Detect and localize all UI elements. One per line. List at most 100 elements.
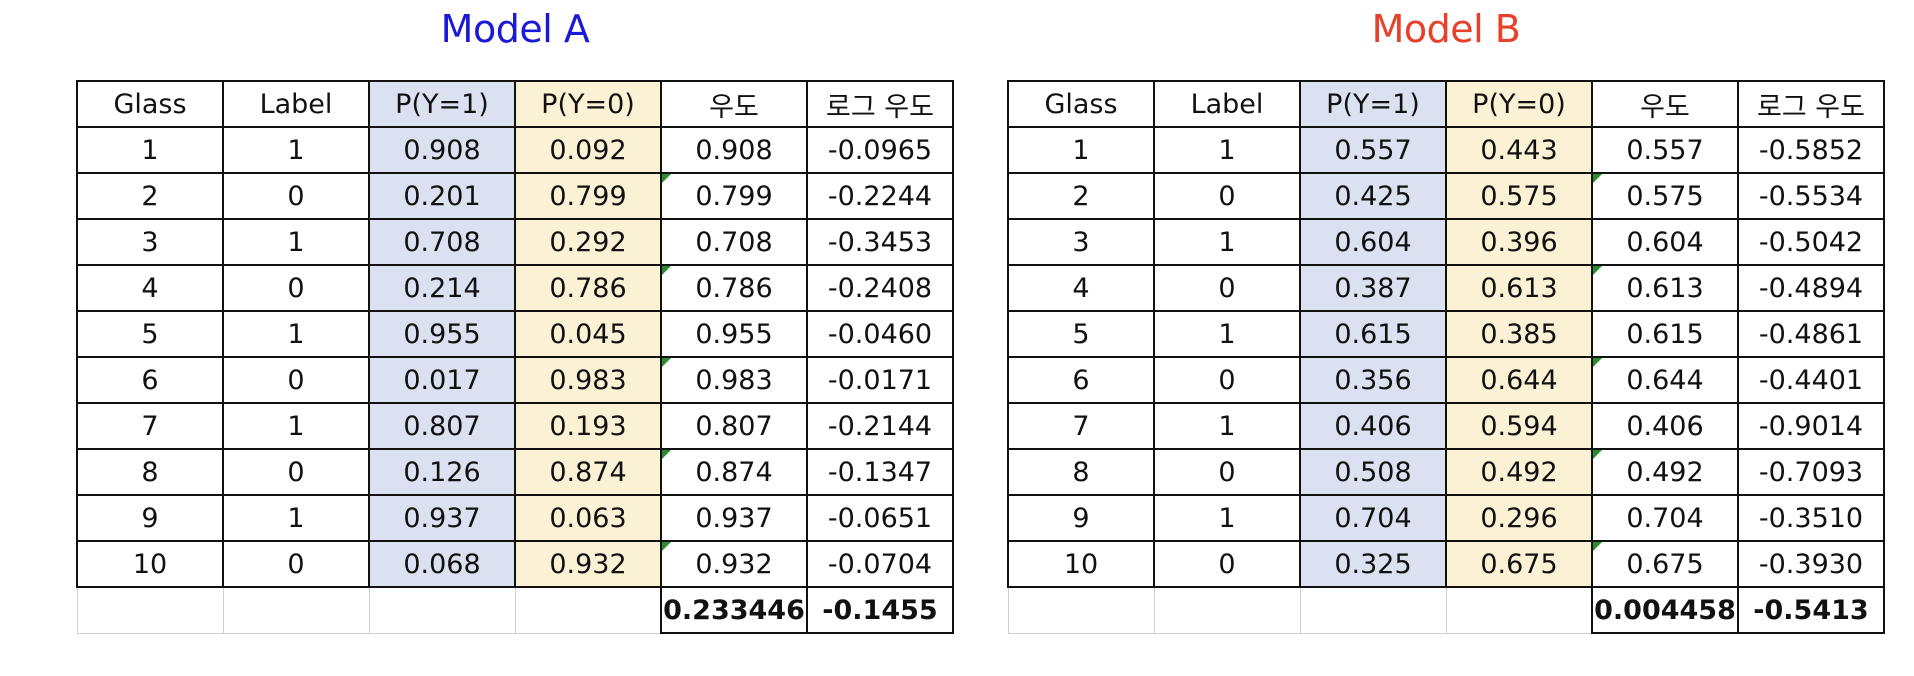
table-row: 3 1 0.708 0.292 0.708 -0.3453 — [76, 218, 954, 266]
cell-likelihood: 0.955 — [660, 310, 808, 358]
table-row: 2 0 0.201 0.799 0.799 -0.2244 — [76, 172, 954, 220]
cell-glass: 4 — [76, 264, 224, 312]
cell-log-likelihood: -0.4861 — [1737, 310, 1885, 358]
empty-cell — [368, 586, 516, 634]
summary-row: 0.233446 -0.1455 — [76, 586, 954, 634]
cell-glass: 8 — [1007, 448, 1155, 496]
empty-cell — [1299, 586, 1447, 634]
cell-glass: 9 — [76, 494, 224, 542]
table-row: 1 1 0.908 0.092 0.908 -0.0965 — [76, 126, 954, 174]
cell-log-likelihood: -0.0460 — [806, 310, 954, 358]
cell-p-y0: 0.092 — [514, 126, 662, 174]
table-row: 9 1 0.704 0.296 0.704 -0.3510 — [1007, 494, 1885, 542]
empty-cell — [514, 586, 662, 634]
cell-label: 1 — [222, 126, 370, 174]
cell-label: 0 — [1153, 540, 1301, 588]
cell-likelihood: 0.613 — [1591, 264, 1739, 312]
cell-p-y1: 0.508 — [1299, 448, 1447, 496]
cell-glass: 6 — [1007, 356, 1155, 404]
cell-likelihood: 0.406 — [1591, 402, 1739, 450]
header-row: Glass Label P(Y=1) P(Y=0) 우도 로그 우도 — [1007, 80, 1885, 128]
cell-likelihood: 0.908 — [660, 126, 808, 174]
cell-likelihood: 0.575 — [1591, 172, 1739, 220]
cell-p-y0: 0.799 — [514, 172, 662, 220]
cell-glass: 5 — [76, 310, 224, 358]
log-likelihood-average: -0.5413 — [1737, 586, 1885, 634]
cell-p-y0: 0.063 — [514, 494, 662, 542]
cell-p-y0: 0.396 — [1445, 218, 1593, 266]
cell-label: 0 — [222, 540, 370, 588]
cell-p-y0: 0.644 — [1445, 356, 1593, 404]
cell-likelihood: 0.708 — [660, 218, 808, 266]
cell-p-y1: 0.201 — [368, 172, 516, 220]
cell-glass: 4 — [1007, 264, 1155, 312]
cell-p-y0: 0.296 — [1445, 494, 1593, 542]
empty-cell — [1445, 586, 1593, 634]
cell-p-y1: 0.955 — [368, 310, 516, 358]
cell-likelihood: 0.675 — [1591, 540, 1739, 588]
cell-likelihood: 0.704 — [1591, 494, 1739, 542]
cell-label: 1 — [222, 310, 370, 358]
cell-p-y1: 0.604 — [1299, 218, 1447, 266]
cell-log-likelihood: -0.0965 — [806, 126, 954, 174]
cell-log-likelihood: -0.1347 — [806, 448, 954, 496]
cell-glass: 7 — [76, 402, 224, 450]
likelihood-total: 0.004458 — [1591, 586, 1739, 634]
cell-likelihood: 0.492 — [1591, 448, 1739, 496]
cell-glass: 7 — [1007, 402, 1155, 450]
cell-glass: 1 — [1007, 126, 1155, 174]
cell-likelihood: 0.644 — [1591, 356, 1739, 404]
cell-log-likelihood: -0.0651 — [806, 494, 954, 542]
cell-glass: 2 — [76, 172, 224, 220]
cell-label: 0 — [1153, 172, 1301, 220]
table-row: 5 1 0.615 0.385 0.615 -0.4861 — [1007, 310, 1885, 358]
column-header-glass: Glass — [1007, 80, 1155, 128]
cell-p-y1: 0.017 — [368, 356, 516, 404]
cell-label: 0 — [1153, 448, 1301, 496]
column-header-likelihood: 우도 — [1591, 80, 1739, 128]
cell-p-y0: 0.613 — [1445, 264, 1593, 312]
cell-label: 1 — [222, 218, 370, 266]
cell-p-y1: 0.807 — [368, 402, 516, 450]
table-row: 4 0 0.387 0.613 0.613 -0.4894 — [1007, 264, 1885, 312]
cell-log-likelihood: -0.2144 — [806, 402, 954, 450]
cell-p-y0: 0.193 — [514, 402, 662, 450]
model-a-table: Glass Label P(Y=1) P(Y=0) 우도 로그 우도 1 1 0.908 0.0… — [76, 80, 954, 634]
cell-p-y1: 0.615 — [1299, 310, 1447, 358]
cell-label: 0 — [222, 264, 370, 312]
cell-glass: 9 — [1007, 494, 1155, 542]
model-a-title: Model A — [440, 7, 590, 51]
cell-glass: 3 — [1007, 218, 1155, 266]
cell-likelihood: 0.932 — [660, 540, 808, 588]
cell-p-y0: 0.874 — [514, 448, 662, 496]
table-row: 5 1 0.955 0.045 0.955 -0.0460 — [76, 310, 954, 358]
cell-glass: 10 — [1007, 540, 1155, 588]
cell-p-y1: 0.387 — [1299, 264, 1447, 312]
cell-label: 0 — [222, 448, 370, 496]
column-header-glass: Glass — [76, 80, 224, 128]
cell-log-likelihood: -0.0704 — [806, 540, 954, 588]
cell-p-y1: 0.356 — [1299, 356, 1447, 404]
cell-glass: 1 — [76, 126, 224, 174]
header-row: Glass Label P(Y=1) P(Y=0) 우도 로그 우도 — [76, 80, 954, 128]
cell-likelihood: 0.807 — [660, 402, 808, 450]
cell-log-likelihood: -0.3930 — [1737, 540, 1885, 588]
cell-label: 0 — [222, 356, 370, 404]
cell-p-y1: 0.708 — [368, 218, 516, 266]
column-header-p-y0: P(Y=0) — [1445, 80, 1593, 128]
log-likelihood-average: -0.1455 — [806, 586, 954, 634]
cell-likelihood: 0.799 — [660, 172, 808, 220]
cell-p-y0: 0.932 — [514, 540, 662, 588]
table-row: 8 0 0.126 0.874 0.874 -0.1347 — [76, 448, 954, 496]
column-header-log-likelihood: 로그 우도 — [1737, 80, 1885, 128]
cell-label: 1 — [222, 402, 370, 450]
cell-p-y0: 0.786 — [514, 264, 662, 312]
cell-p-y0: 0.292 — [514, 218, 662, 266]
cell-label: 1 — [1153, 494, 1301, 542]
cell-p-y1: 0.068 — [368, 540, 516, 588]
cell-log-likelihood: -0.2408 — [806, 264, 954, 312]
cell-log-likelihood: -0.0171 — [806, 356, 954, 404]
column-header-label: Label — [1153, 80, 1301, 128]
cell-p-y1: 0.557 — [1299, 126, 1447, 174]
cell-likelihood: 0.983 — [660, 356, 808, 404]
